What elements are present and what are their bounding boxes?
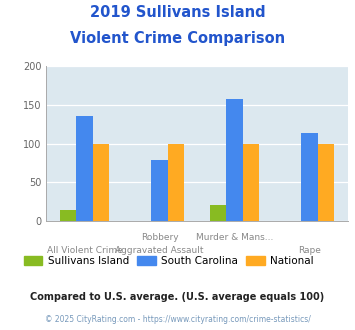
Bar <box>210 205 226 221</box>
Bar <box>301 133 318 221</box>
Text: Violent Crime Comparison: Violent Crime Comparison <box>70 31 285 46</box>
Bar <box>226 99 243 221</box>
Text: © 2025 CityRating.com - https://www.cityrating.com/crime-statistics/: © 2025 CityRating.com - https://www.city… <box>45 315 310 324</box>
Bar <box>76 116 93 221</box>
Text: Murder & Mans...: Murder & Mans... <box>196 233 273 242</box>
Text: Robbery: Robbery <box>141 233 178 242</box>
Legend: Sullivans Island, South Carolina, National: Sullivans Island, South Carolina, Nation… <box>20 252 318 270</box>
Text: 2019 Sullivans Island: 2019 Sullivans Island <box>90 5 265 20</box>
Text: Aggravated Assault: Aggravated Assault <box>115 246 204 255</box>
Text: Rape: Rape <box>298 246 321 255</box>
Bar <box>318 144 334 221</box>
Bar <box>168 144 184 221</box>
Bar <box>151 160 168 221</box>
Bar <box>93 144 109 221</box>
Text: All Violent Crime: All Violent Crime <box>47 246 122 255</box>
Bar <box>243 144 259 221</box>
Bar <box>60 210 76 221</box>
Text: Compared to U.S. average. (U.S. average equals 100): Compared to U.S. average. (U.S. average … <box>31 292 324 302</box>
